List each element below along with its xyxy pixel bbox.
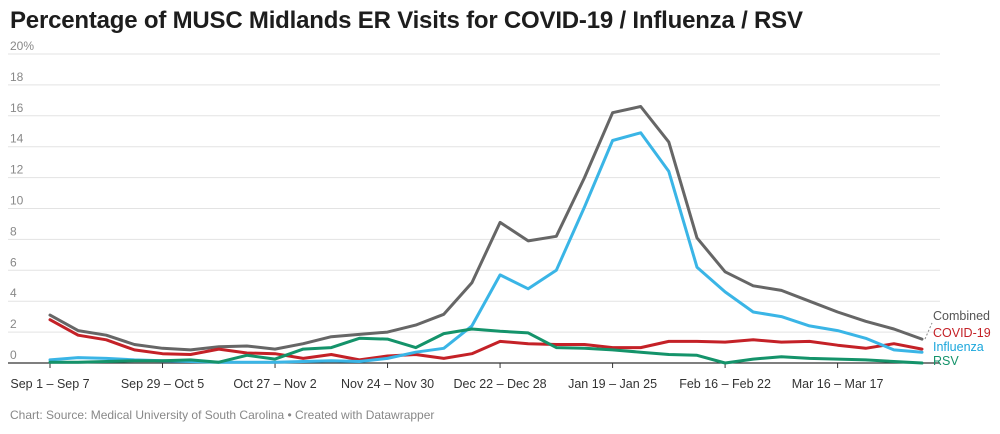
x-tick-label: Dec 22 – Dec 28 bbox=[454, 377, 547, 391]
series-line-influenza bbox=[48, 131, 924, 364]
grid-lines bbox=[8, 53, 940, 364]
y-axis-ticks: 0 2 4 6 8 10 12 14 16 18 20% bbox=[10, 39, 34, 362]
footer-source: Source: Medical University of South Caro… bbox=[46, 408, 285, 422]
y-tick-label: 4 bbox=[10, 286, 17, 300]
x-axis: Sep 1 – Sep 7 Sep 29 – Oct 5 Oct 27 – Nov … bbox=[10, 363, 884, 391]
x-tick-label: Jan 19 – Jan 25 bbox=[568, 377, 657, 391]
x-tick-label: Nov 24 – Nov 30 bbox=[341, 377, 434, 391]
y-tick-label: 14 bbox=[10, 132, 24, 146]
y-tick-label: 10 bbox=[10, 194, 24, 208]
chart-footer: Chart: Source: Medical University of Sou… bbox=[10, 408, 434, 422]
chart-title: Percentage of MUSC Midlands ER Visits fo… bbox=[10, 7, 803, 34]
series-line-combined bbox=[48, 105, 924, 352]
series-label-rsv: RSV bbox=[933, 354, 959, 368]
y-tick-label: 0 bbox=[10, 348, 17, 362]
series-label-covid-19: COVID-19 bbox=[933, 326, 991, 340]
series-lines bbox=[48, 105, 924, 365]
y-tick-label: 18 bbox=[10, 70, 24, 84]
y-tick-label: 12 bbox=[10, 163, 24, 177]
x-tick-label: Oct 27 – Nov 2 bbox=[233, 377, 316, 391]
x-tick-label: Feb 16 – Feb 22 bbox=[679, 377, 771, 391]
x-tick-label: Sep 29 – Oct 5 bbox=[121, 377, 204, 391]
series-label-combined: Combined bbox=[933, 309, 990, 323]
y-tick-label: 2 bbox=[10, 317, 17, 331]
x-tick-label: Mar 16 – Mar 17 bbox=[792, 377, 884, 391]
footer-prefix: Chart: bbox=[10, 408, 47, 422]
footer-separator: • bbox=[284, 408, 295, 422]
y-tick-label: 8 bbox=[10, 224, 17, 238]
series-label-influenza: Influenza bbox=[933, 340, 984, 354]
x-tick-label: Sep 1 – Sep 7 bbox=[10, 377, 89, 391]
series-line-covid-19 bbox=[48, 318, 924, 362]
y-tick-label: 16 bbox=[10, 101, 24, 115]
series-line-rsv bbox=[48, 327, 924, 365]
footer-credit: Created with Datawrapper bbox=[295, 408, 435, 422]
y-tick-label: 20% bbox=[10, 39, 34, 53]
label-leader-line bbox=[924, 322, 933, 340]
y-tick-label: 6 bbox=[10, 255, 17, 269]
